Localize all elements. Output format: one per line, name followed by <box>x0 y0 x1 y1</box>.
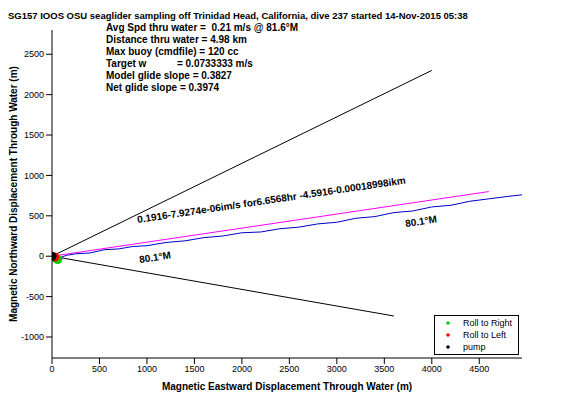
svg-text:Magnetic Eastward Displacement: Magnetic Eastward Displacement Through W… <box>162 381 412 392</box>
html-text:80.1°M: 80.1°M <box>404 213 438 229</box>
svg-text:2500: 2500 <box>24 49 44 59</box>
html-text:Net glide slope = 0.3974: Net glide slope = 0.3974 <box>106 82 220 93</box>
svg-text:3000: 3000 <box>327 364 347 374</box>
html-text:Max buoy (cmdfile) = 120 cc: Max buoy (cmdfile) = 120 cc <box>106 46 239 57</box>
html-text:Model glide slope = 0.3827: Model glide slope = 0.3827 <box>106 70 232 81</box>
html-text:80.1°M: 80.1°M <box>138 249 172 265</box>
svg-text:0: 0 <box>49 364 54 374</box>
svg-text:500: 500 <box>92 364 107 374</box>
svg-text:2000: 2000 <box>24 90 44 100</box>
svg-text:2000: 2000 <box>232 364 252 374</box>
html-text:0.1916-7.9274e-06im/s for6.656: 0.1916-7.9274e-06im/s for6.6568hr -4.591… <box>136 174 407 225</box>
html-text:Target w = 0.0733333 m/s: Target w = 0.0733333 m/s <box>106 58 253 69</box>
html-text:SG157 IOOS OSU seaglider sampl: SG157 IOOS OSU seaglider sampling off Tr… <box>8 10 468 21</box>
html-text:Roll to Left: Roll to Left <box>463 330 506 340</box>
svg-text:-1000: -1000 <box>21 332 44 342</box>
html-text:pump: pump <box>463 342 486 352</box>
svg-text:3500: 3500 <box>374 364 394 374</box>
svg-text:Magnetic Northward Displacemen: Magnetic Northward Displacement Through … <box>8 66 19 322</box>
html-text:Roll to Right: Roll to Right <box>463 318 512 328</box>
svg-text:4000: 4000 <box>422 364 442 374</box>
svg-text:-500: -500 <box>26 292 44 302</box>
html-text:Distance thru water = 4.98 km: Distance thru water = 4.98 km <box>106 34 247 45</box>
svg-text:1500: 1500 <box>24 130 44 140</box>
svg-text:4500: 4500 <box>469 364 489 374</box>
svg-text:1000: 1000 <box>24 171 44 181</box>
svg-text:1500: 1500 <box>184 364 204 374</box>
svg-text:2500: 2500 <box>279 364 299 374</box>
svg-text:1000: 1000 <box>137 364 157 374</box>
html-text:Avg Spd thru water = 0.21 m/s: Avg Spd thru water = 0.21 m/s @ 81.6°M <box>106 22 299 33</box>
svg-text:500: 500 <box>29 211 44 221</box>
svg-text:0: 0 <box>39 251 44 261</box>
